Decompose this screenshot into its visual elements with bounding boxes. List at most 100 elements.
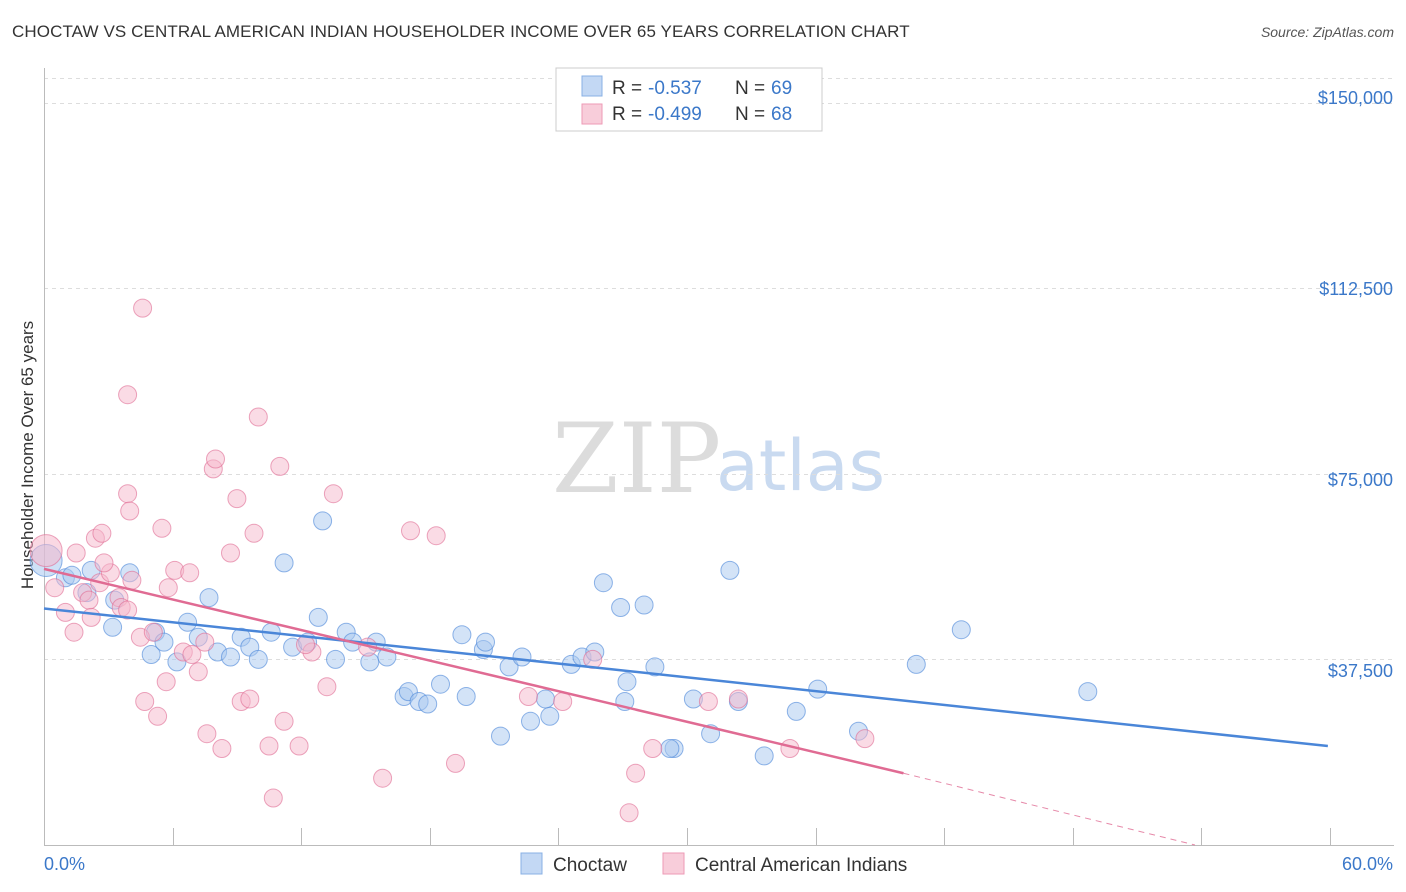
choctaw-point (431, 674, 450, 694)
central-american-indians-point (426, 526, 446, 546)
choctaw-point (1078, 682, 1098, 702)
central-american-indians-point (855, 729, 875, 749)
legend-r-value: -0.499 (648, 104, 702, 125)
legend-r-label: R = (612, 104, 642, 125)
choctaw-point (593, 573, 613, 593)
choctaw-point (103, 617, 123, 637)
legend-n-value: 68 (771, 104, 792, 125)
central-american-indians-point (221, 543, 240, 563)
legend-n-label: N = (735, 104, 765, 125)
central-american-indians-point (29, 534, 63, 568)
central-american-indians-trend-line (43, 567, 904, 775)
choctaw-point (476, 632, 495, 652)
central-american-indians-point (64, 622, 84, 642)
choctaw-point (536, 689, 555, 709)
central-american-indians-point (373, 768, 393, 788)
choctaw-point (521, 711, 540, 731)
central-american-indians-trend-extension (903, 772, 1196, 846)
central-american-indians-point (244, 523, 264, 543)
choctaw-point (326, 649, 345, 669)
choctaw-point (617, 672, 637, 692)
legend-n-label: N = (735, 78, 765, 99)
choctaw-point (141, 645, 161, 664)
legend-r-value: -0.537 (648, 78, 702, 99)
central-american-indians-point (45, 578, 65, 598)
choctaw-point (540, 706, 560, 726)
central-american-indians-point (259, 736, 279, 756)
central-american-indians-point (182, 645, 202, 664)
central-american-indians-point (195, 632, 215, 652)
central-american-indians-point (122, 570, 142, 590)
y-axis-label: Householder Income Over 65 years (18, 321, 37, 589)
choctaw-point (611, 598, 631, 617)
central-american-indians-point (118, 484, 138, 504)
choctaw-point (808, 679, 828, 699)
central-american-indians-point (227, 489, 247, 509)
watermark-zip: ZIP (552, 403, 721, 515)
choctaw-point (786, 701, 806, 721)
central-american-indians-point (728, 689, 748, 709)
choctaw-point (248, 649, 268, 669)
central-american-indians-point (152, 518, 172, 538)
chart-title: CHOCTAW VS CENTRAL AMERICAN INDIAN HOUSE… (12, 22, 910, 41)
central-american-indians-point (197, 724, 217, 744)
central-american-indians-point (135, 692, 155, 711)
y-tick-label: $150,000 (1318, 88, 1393, 108)
central-american-indians-point (94, 553, 114, 573)
choctaw-point (645, 657, 665, 677)
central-american-indians-point (446, 753, 465, 773)
choctaw-point (308, 607, 328, 627)
central-american-indians-point (206, 449, 225, 469)
central-american-indians-point (698, 692, 718, 711)
central-american-indians-point (248, 407, 268, 427)
central-american-indians-point (156, 672, 176, 692)
series-legend: Choctaw Central American Indians (520, 852, 907, 876)
central-american-indians-point (274, 711, 294, 731)
gridlines (44, 78, 1394, 660)
choctaw-point (754, 746, 774, 766)
choctaw-point (418, 694, 438, 714)
central-american-indians-point (212, 739, 232, 758)
watermark-atlas: atlas (716, 425, 885, 507)
choctaw-point (720, 560, 740, 580)
y-tick-label: $112,500 (1319, 279, 1393, 299)
central-american-indians-point (143, 622, 163, 642)
x-min-label: 0.0% (44, 854, 85, 874)
correlation-legend: R = -0.537 N = 69 R = -0.499 N = 68 (555, 67, 823, 132)
central-american-indians-point (120, 501, 140, 521)
choctaw-point (634, 595, 654, 615)
central-american-indians-point (188, 662, 208, 682)
x-axis-ticks (173, 828, 1331, 845)
central-american-indians-points (29, 298, 875, 823)
central-american-indians-point (118, 600, 138, 620)
central-american-indians-point (133, 298, 153, 318)
choctaw-point (491, 726, 510, 746)
choctaw-point (906, 654, 926, 674)
legend-swatch-choctaw (520, 852, 543, 875)
central-american-indians-point (240, 689, 260, 709)
choctaw-point (951, 620, 971, 640)
central-american-indians-point (289, 736, 309, 756)
central-american-indians-point (317, 677, 337, 697)
choctaw-point (313, 511, 333, 531)
source-credit: Source: ZipAtlas.com (1260, 24, 1394, 40)
legend-swatch-choctaw (581, 75, 603, 97)
legend-swatch-central-american (662, 852, 685, 875)
central-american-indians-point (81, 607, 101, 627)
legend-swatch-central-american (581, 103, 603, 125)
choctaw-point (452, 625, 472, 645)
central-american-indians-point (323, 484, 343, 504)
central-american-indians-point (401, 521, 420, 541)
y-tick-label: $75,000 (1328, 470, 1393, 490)
legend-label-central-american: Central American Indians (695, 855, 907, 876)
legend-n-value: 69 (771, 78, 792, 99)
central-american-indians-point (626, 763, 646, 783)
legend-r-label: R = (612, 78, 642, 99)
central-american-indians-point (158, 578, 178, 598)
central-american-indians-point (643, 739, 663, 758)
x-max-label: 60.0% (1342, 854, 1393, 874)
central-american-indians-point (79, 590, 99, 610)
central-american-indians-point (619, 803, 639, 823)
central-american-indians-point (118, 385, 138, 405)
